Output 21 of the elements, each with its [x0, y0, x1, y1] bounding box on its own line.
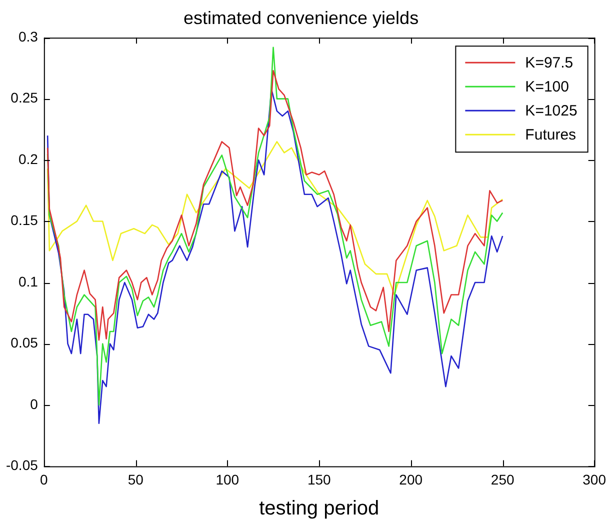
y-tick-label: 0.2 — [18, 150, 38, 167]
x-tick-label: 100 — [216, 471, 240, 488]
x-tick-label: 250 — [490, 471, 514, 488]
y-tick-label: 0.3 — [18, 28, 38, 44]
legend-label: K=100 — [525, 78, 569, 96]
y-tick-label: 0.05 — [10, 334, 38, 351]
y-tick-label: 0.1 — [18, 273, 38, 290]
y-tick-label: 0.15 — [10, 212, 38, 228]
x-tick-label: 200 — [399, 471, 423, 488]
x-axis-title: testing period — [259, 498, 380, 520]
legend-label: Futures — [525, 126, 576, 144]
y-tick-label: 0.25 — [10, 90, 38, 106]
x-tick-label: 300 — [582, 471, 606, 488]
chart-title: estimated convenience yields — [183, 8, 419, 28]
y-tick-label: -0.05 — [6, 457, 38, 474]
y-tick-label: 0 — [30, 396, 38, 412]
legend-label: K=97.5 — [525, 54, 574, 72]
x-tick-label: 150 — [307, 471, 332, 488]
x-tick-label: 50 — [128, 471, 144, 488]
x-tick-label: 0 — [40, 471, 48, 488]
legend-label: K=1025 — [525, 102, 578, 120]
